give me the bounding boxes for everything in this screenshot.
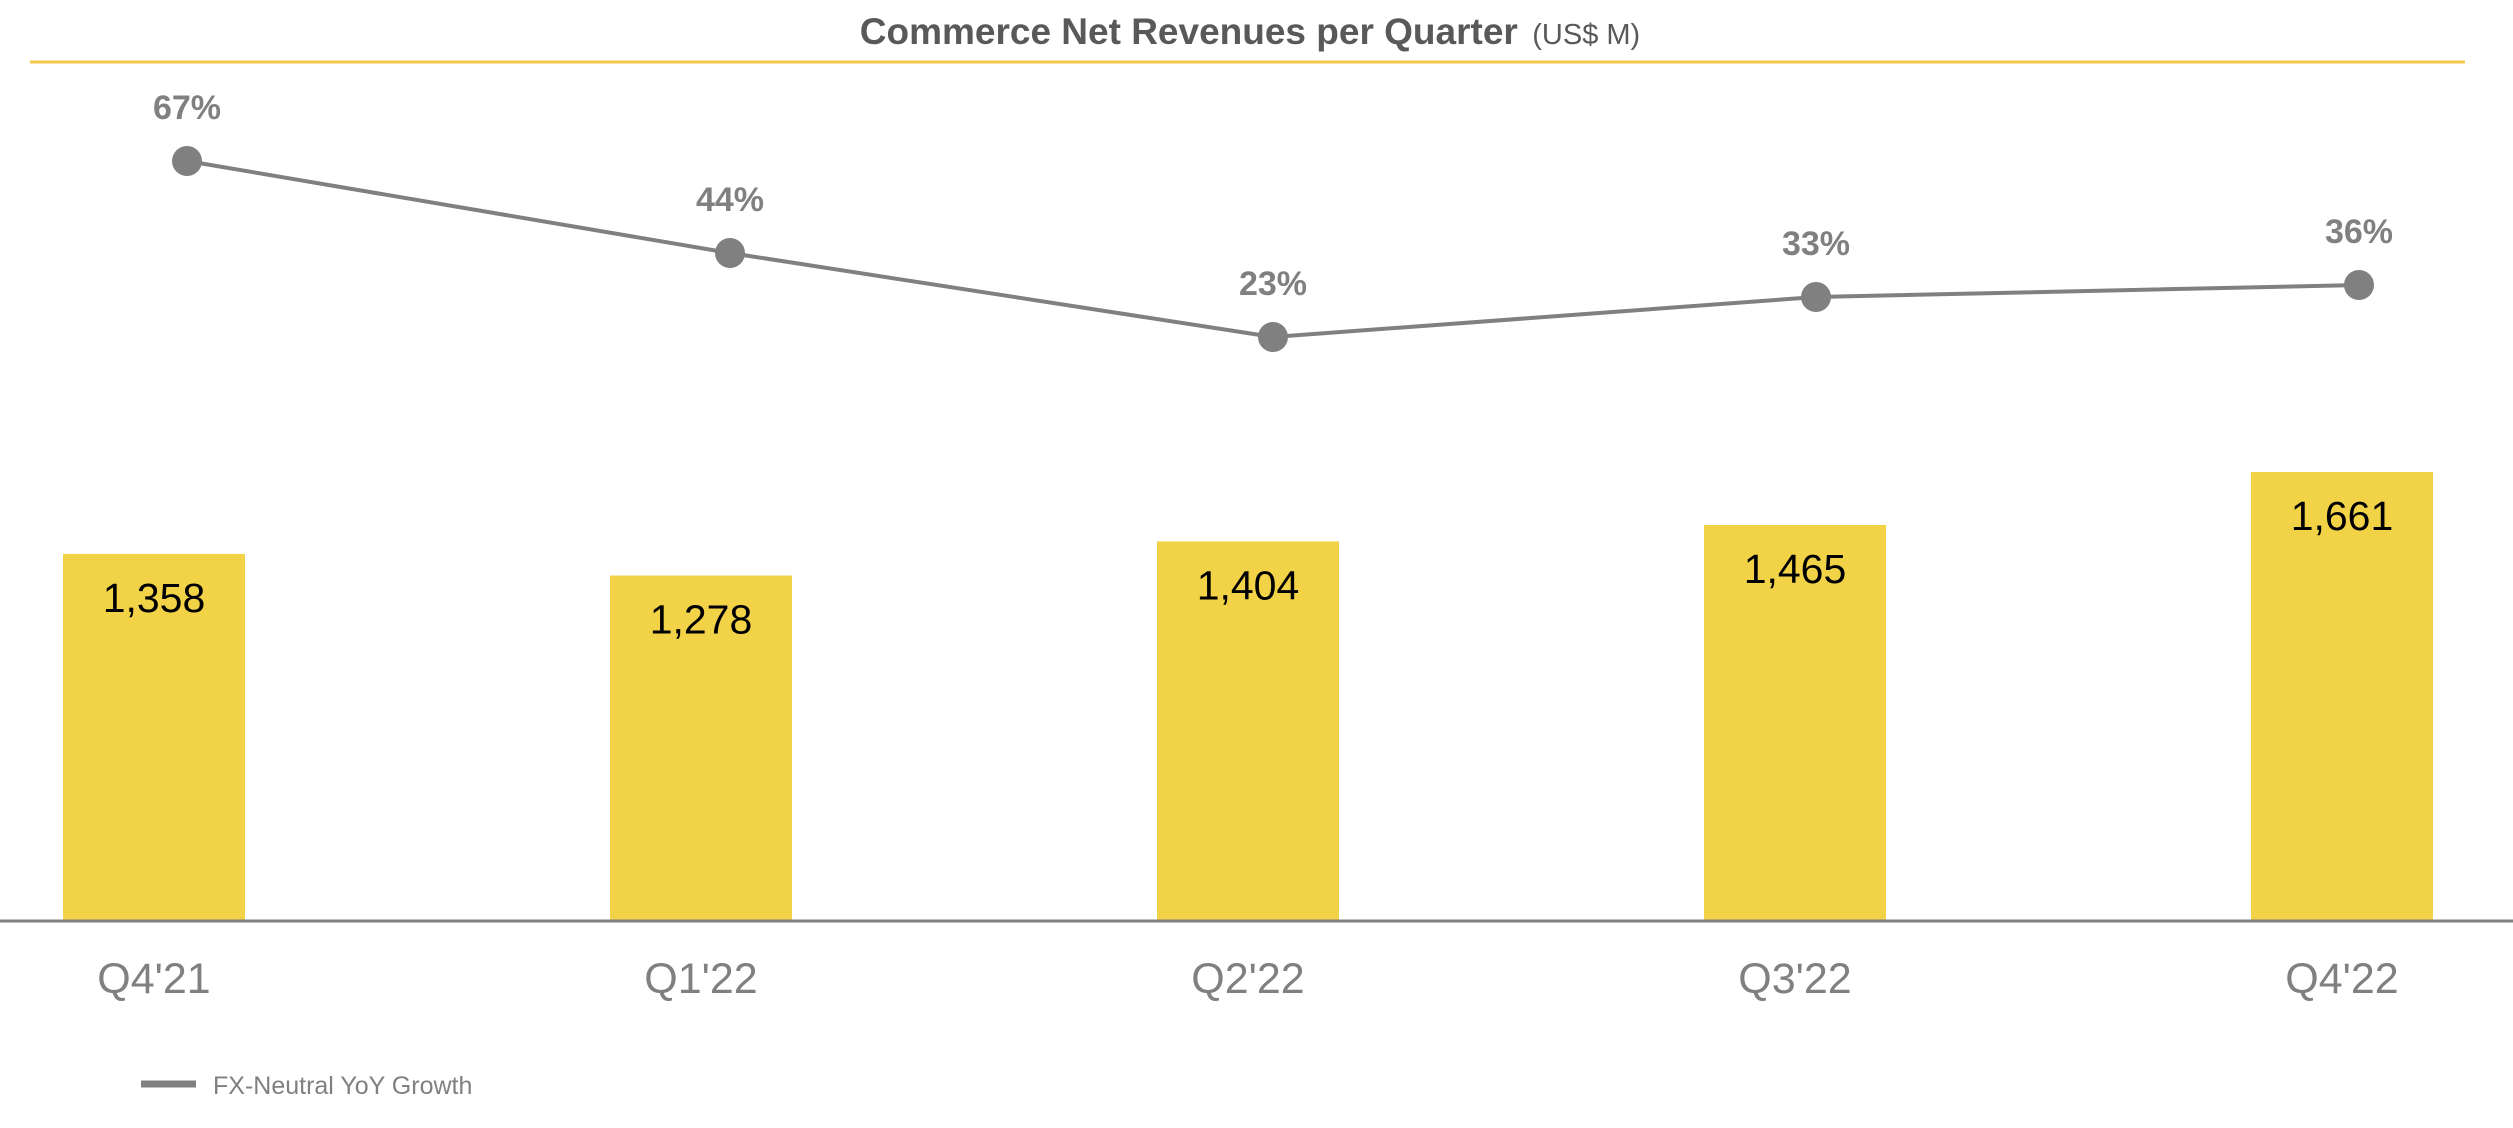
bar-value-label-2: 1,404 — [1197, 562, 1300, 608]
category-labels-layer: Q4'21 Q1'22 Q2'22 Q3'22 Q4'22 — [97, 955, 2398, 1003]
growth-line — [186, 159, 2360, 340]
growth-value-label-1: 44% — [696, 181, 764, 219]
category-label-1: Q1'22 — [644, 955, 757, 1003]
growth-point-3 — [1801, 282, 1831, 312]
growth-value-label-2: 23% — [1239, 265, 1307, 303]
growth-value-label-3: 33% — [1782, 225, 1850, 263]
growth-point-4 — [2344, 270, 2374, 300]
chart-title-main: Commerce Net Revenues per Quarter — [860, 11, 1518, 52]
growth-point-0 — [172, 146, 202, 176]
chart-title-unit: (US$ M) — [1532, 19, 1640, 51]
category-label-2: Q2'22 — [1191, 955, 1304, 1003]
bar-1 — [610, 575, 792, 921]
growth-value-label-4: 36% — [2325, 213, 2393, 251]
bar-4 — [2251, 472, 2433, 921]
legend-label: FX-Neutral YoY Growth — [213, 1072, 472, 1100]
bar-2 — [1157, 541, 1339, 921]
growth-line-layer: 67% 44% 23% 33% 36% — [153, 89, 2393, 352]
category-label-3: Q3'22 — [1738, 955, 1851, 1003]
growth-point-1 — [715, 238, 745, 268]
bar-0 — [63, 553, 245, 921]
bars-layer: 1,358 1,278 1,404 1,465 1,661 — [63, 472, 2433, 921]
legend: FX-Neutral YoY Growth — [141, 1072, 472, 1100]
category-label-0: Q4'21 — [97, 955, 210, 1003]
bar-3 — [1704, 524, 1886, 921]
category-label-4: Q4'22 — [2285, 955, 2398, 1003]
bar-value-label-4: 1,661 — [2291, 493, 2394, 539]
bar-value-label-1: 1,278 — [650, 597, 753, 643]
bar-value-label-0: 1,358 — [103, 575, 206, 621]
growth-value-label-0: 67% — [153, 89, 221, 127]
chart-title: Commerce Net Revenues per Quarter (US$ M… — [860, 11, 1640, 52]
bar-value-label-3: 1,465 — [1744, 546, 1847, 592]
growth-point-2 — [1258, 322, 1288, 352]
